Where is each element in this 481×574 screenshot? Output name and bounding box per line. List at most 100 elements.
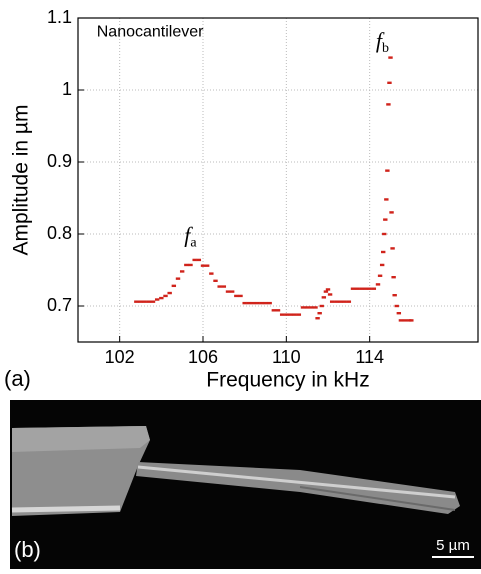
data-point (279, 313, 285, 316)
data-point (146, 300, 152, 303)
data-point (238, 294, 243, 298)
data-point (317, 312, 322, 315)
data-point (334, 300, 339, 303)
annotation-main: f (184, 223, 193, 248)
annotation-main: f (376, 28, 385, 53)
data-point (259, 301, 264, 305)
data-point (229, 290, 235, 293)
data-point (175, 277, 181, 280)
data-point (377, 274, 383, 277)
data-point (196, 258, 202, 262)
data-point (385, 169, 390, 172)
data-point (363, 287, 368, 290)
data-point (296, 313, 302, 316)
annotation-sub: a (190, 236, 197, 251)
data-point (309, 306, 314, 309)
data-point (379, 263, 385, 267)
data-point (171, 284, 177, 288)
data-point (142, 300, 147, 303)
data-point (246, 301, 252, 305)
data-point (250, 301, 256, 305)
data-point (167, 291, 172, 295)
data-point (304, 306, 310, 309)
data-point (381, 250, 386, 254)
data-point (271, 309, 277, 312)
data-point (392, 294, 397, 297)
data-point (338, 300, 343, 303)
data-point (138, 300, 143, 303)
y-tick-label: 1 (62, 79, 72, 99)
data-point (267, 301, 272, 305)
data-point (386, 103, 391, 106)
data-point (234, 294, 239, 298)
x-tick-label: 110 (272, 347, 301, 367)
data-point (389, 211, 394, 214)
x-tick-label: 102 (105, 347, 135, 367)
panel-label: (a) (4, 366, 31, 391)
micrograph: 5 µm (b) (10, 400, 481, 569)
data-point (394, 304, 399, 308)
data-point (327, 293, 333, 296)
data-point (159, 296, 164, 300)
annotation: Nanocantilever (97, 24, 204, 41)
data-point (254, 301, 260, 305)
data-point (134, 300, 139, 303)
data-point (384, 198, 389, 201)
data-point (225, 290, 231, 293)
annotation: fa (184, 223, 197, 251)
data-point (325, 288, 331, 291)
data-point (221, 285, 227, 288)
scale-bar-label: 5 µm (436, 537, 470, 554)
data-point (179, 270, 185, 273)
x-tick-label: 114 (355, 347, 384, 367)
data-point (388, 56, 393, 59)
y-tick-label: 0.8 (47, 223, 72, 243)
data-point (154, 298, 160, 301)
data-point (390, 247, 395, 250)
data-point (184, 263, 189, 267)
x-tick-label: 106 (188, 347, 218, 367)
data-point (200, 264, 206, 267)
data-point (391, 276, 396, 279)
data-point (288, 313, 293, 316)
data-point (398, 319, 404, 322)
data-point (359, 287, 364, 290)
data-point (371, 287, 377, 290)
data-point (242, 301, 247, 305)
data-point (387, 81, 392, 84)
data-point (192, 258, 197, 262)
data-point (383, 218, 388, 221)
data-point (409, 319, 414, 322)
data-point (396, 312, 402, 315)
data-point (150, 300, 156, 303)
y-tick-label: 1.1 (47, 7, 72, 27)
y-axis-label: Amplitude in µm (10, 105, 33, 256)
data-point (275, 309, 281, 312)
y-tick-label: 0.7 (47, 295, 72, 315)
data-point (300, 306, 306, 309)
data-point (284, 313, 289, 316)
data-point (402, 319, 408, 322)
x-axis-label: Frequency in kHz (206, 369, 369, 392)
data-point (163, 294, 168, 298)
data-point (204, 264, 210, 267)
annotation-sub: b (382, 41, 389, 56)
data-point (209, 272, 214, 275)
data-point (329, 300, 335, 303)
y-tick-label: 0.9 (47, 151, 72, 171)
data-point (354, 287, 360, 290)
data-point (319, 304, 324, 308)
data-point (315, 317, 320, 320)
data-point (350, 287, 356, 290)
annotation: fb (376, 28, 389, 56)
data-point (292, 313, 297, 316)
data-point (346, 300, 352, 303)
data-point (263, 301, 268, 305)
data-point (382, 232, 387, 236)
data-point (313, 306, 318, 309)
data-point (213, 279, 218, 282)
data-point (321, 296, 327, 299)
data-point (375, 283, 381, 286)
data-point (217, 285, 222, 288)
